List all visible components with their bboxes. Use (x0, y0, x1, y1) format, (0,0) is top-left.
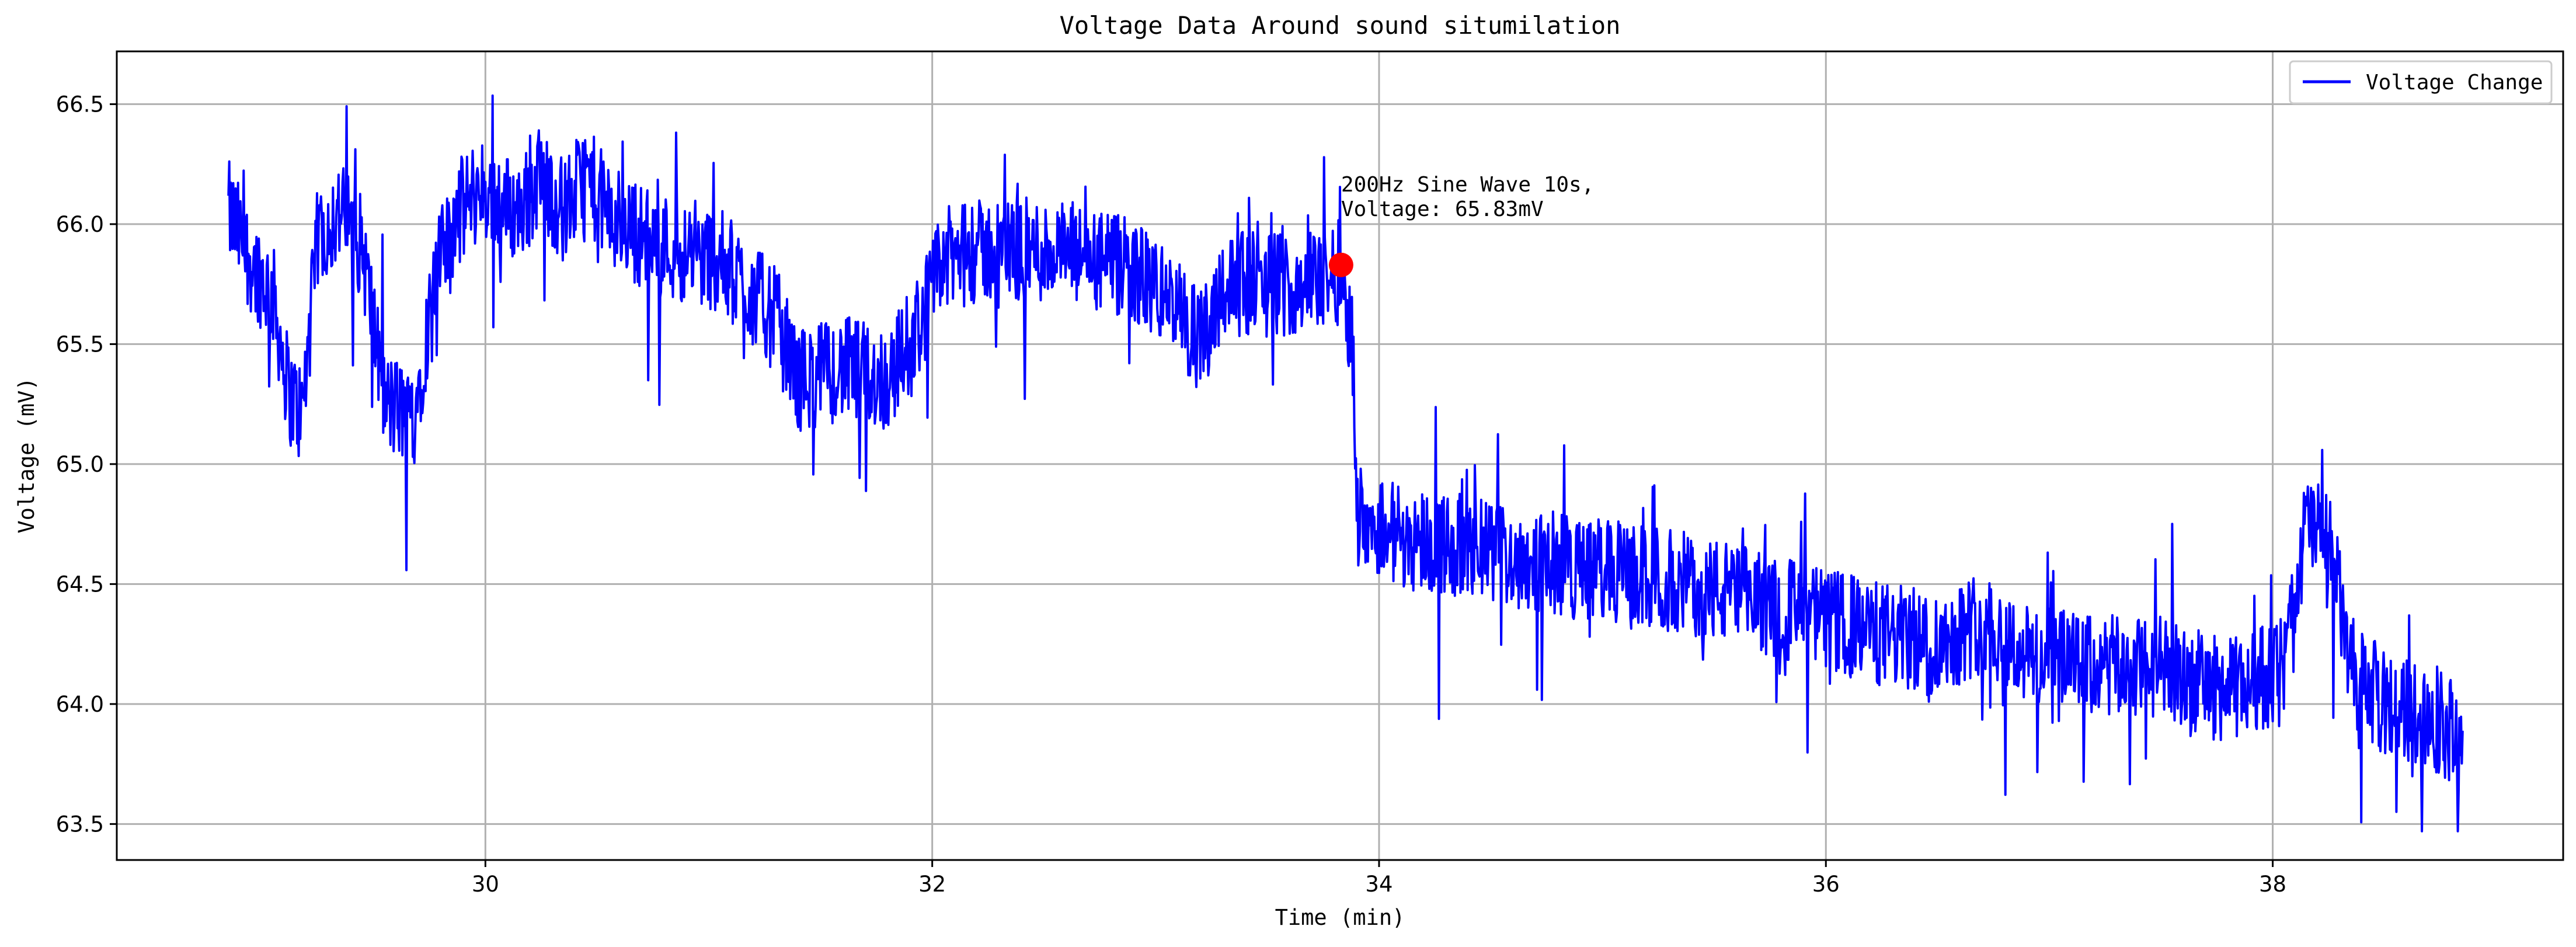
plot-frame (116, 50, 2564, 861)
y-tick-label: 66.5 (56, 92, 104, 117)
y-tick-label: 64.5 (56, 572, 104, 597)
annotation-line-1: 200Hz Sine Wave 10s, (1341, 173, 1594, 197)
y-tick-label: 65.0 (56, 452, 104, 477)
axis-ticks: 30 32 34 36 38 63.5 64.0 64.5 65.0 65.5 66.0 66.5 (56, 92, 2286, 897)
legend: Voltage Change (2289, 60, 2553, 105)
chart-title: Voltage Data Around sound situmilation (1060, 11, 1621, 40)
legend-box (2289, 60, 2553, 105)
annotation-line-2: Voltage: 65.83mV (1341, 197, 1544, 221)
series-layer (227, 94, 2464, 833)
x-axis-label: Time (min) (1275, 905, 1405, 930)
y-tick-label: 66.0 (56, 212, 104, 237)
y-tick-label: 65.5 (56, 332, 104, 357)
y-tick-label: 63.5 (56, 812, 104, 837)
annotation-layer: 200Hz Sine Wave 10s,Voltage: 65.83mV (1328, 173, 1594, 277)
x-tick-label: 30 (472, 872, 499, 897)
stimulus-marker (1328, 252, 1353, 277)
y-axis-label: Voltage (mV) (14, 377, 39, 533)
x-tick-label: 36 (1812, 872, 1840, 897)
x-tick-label: 34 (1365, 872, 1393, 897)
legend-label: Voltage Change (2366, 71, 2543, 95)
x-tick-label: 32 (918, 872, 946, 897)
y-tick-label: 64.0 (56, 692, 104, 717)
voltage-series-line (227, 94, 2464, 833)
x-tick-label: 38 (2259, 872, 2286, 897)
